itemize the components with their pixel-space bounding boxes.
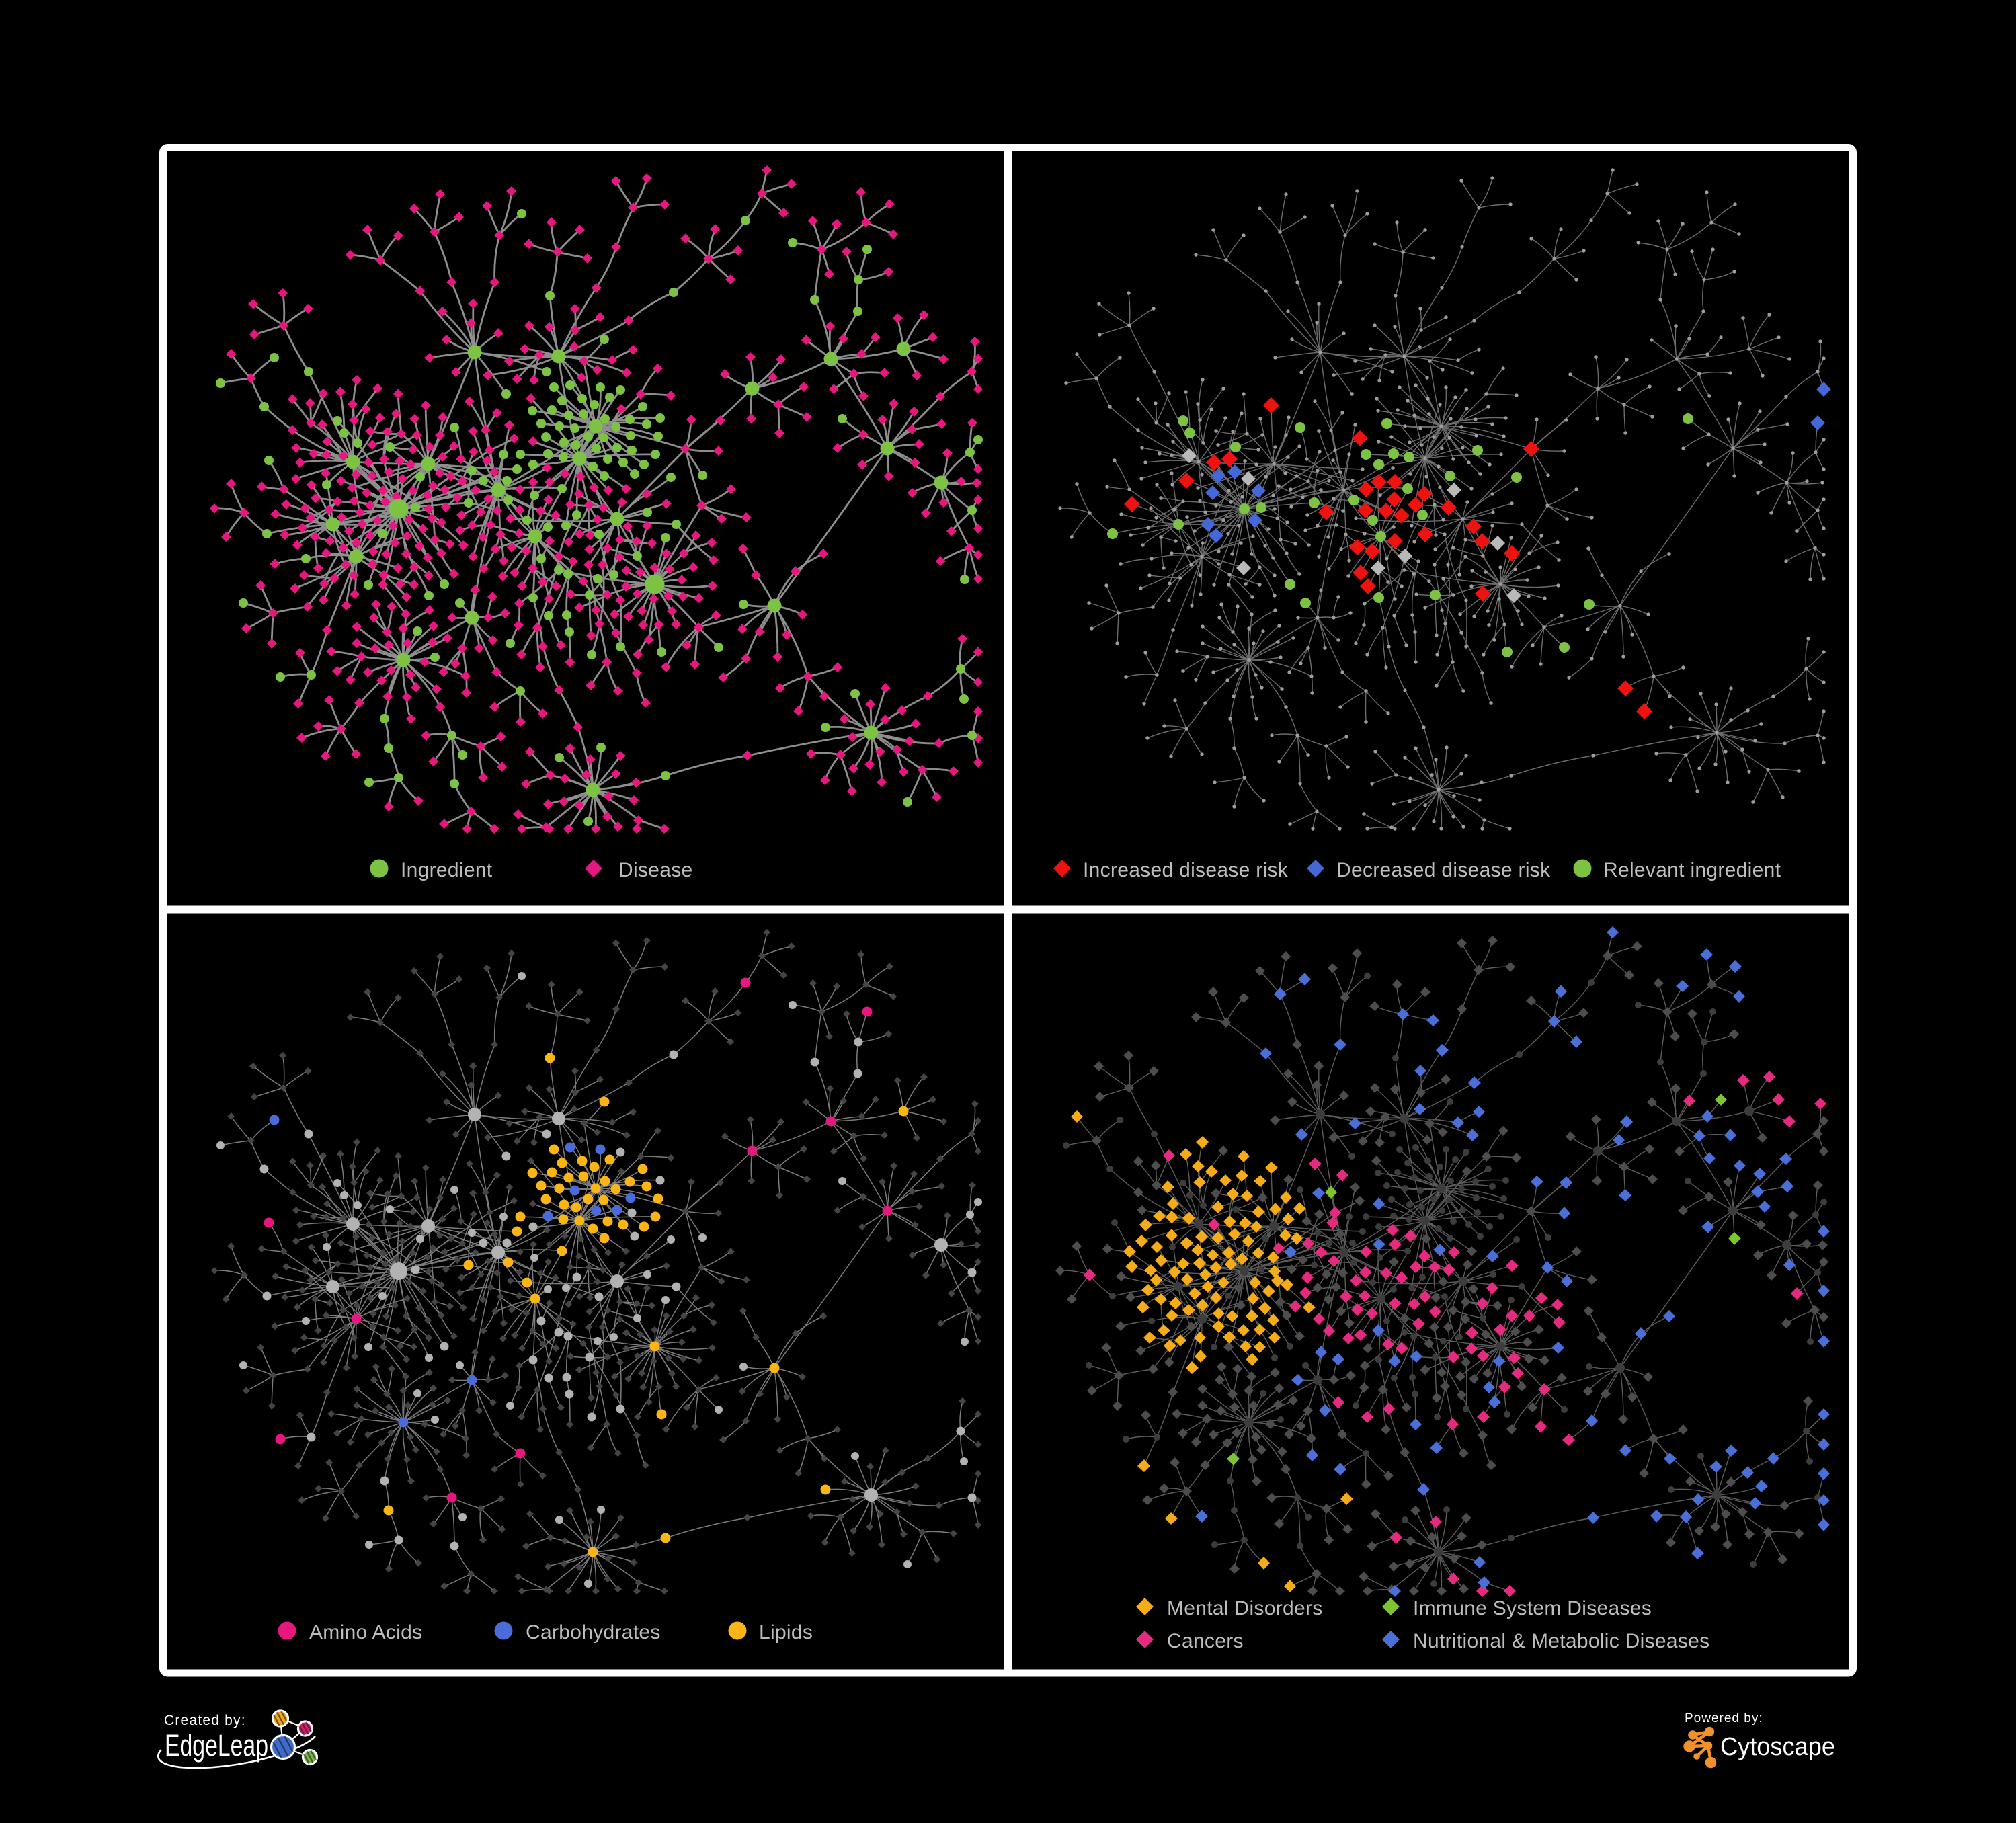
- svg-text:Ingredient: Ingredient: [401, 859, 493, 881]
- svg-text:Cytoscape: Cytoscape: [1720, 1733, 1835, 1761]
- svg-text:Amino Acids: Amino Acids: [309, 1621, 422, 1644]
- svg-text:Relevant ingredient: Relevant ingredient: [1603, 859, 1781, 881]
- svg-text:Created by:: Created by:: [164, 1713, 246, 1728]
- svg-text:Powered by:: Powered by:: [1685, 1711, 1763, 1726]
- svg-text:Cancers: Cancers: [1167, 1630, 1244, 1652]
- svg-text:EdgeLeap: EdgeLeap: [165, 1728, 268, 1763]
- svg-text:Mental Disorders: Mental Disorders: [1167, 1597, 1323, 1619]
- svg-text:Nutritional & Metabolic Diseas: Nutritional & Metabolic Diseases: [1413, 1630, 1709, 1652]
- svg-text:Decreased disease risk: Decreased disease risk: [1336, 859, 1551, 881]
- svg-text:Immune System Diseases: Immune System Diseases: [1413, 1597, 1652, 1619]
- svg-text:Disease: Disease: [618, 859, 692, 881]
- svg-text:Increased disease risk: Increased disease risk: [1083, 859, 1289, 881]
- svg-text:Carbohydrates: Carbohydrates: [526, 1621, 661, 1644]
- svg-text:Lipids: Lipids: [759, 1621, 813, 1644]
